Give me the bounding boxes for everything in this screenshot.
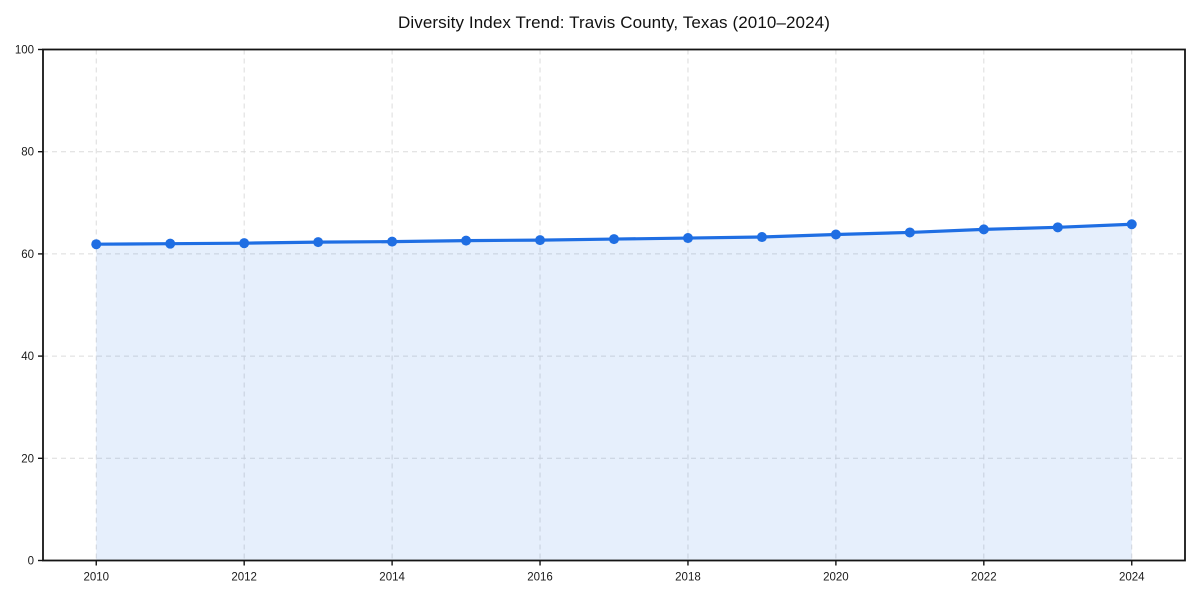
data-point <box>387 236 398 247</box>
data-point <box>1126 219 1137 230</box>
x-tick-label: 2022 <box>971 572 997 584</box>
chart-title: Diversity Index Trend: Travis County, Te… <box>398 13 830 32</box>
x-tick-label: 2012 <box>231 572 257 584</box>
y-tick-label: 0 <box>28 556 34 568</box>
x-tick-label: 2024 <box>1119 572 1145 584</box>
x-tick-label: 2014 <box>379 572 405 584</box>
data-point <box>239 238 250 249</box>
data-point <box>91 239 102 250</box>
data-point <box>978 224 989 235</box>
data-point <box>830 229 841 240</box>
data-point <box>682 233 693 244</box>
data-point <box>535 235 546 246</box>
data-point <box>165 238 176 249</box>
data-point <box>1052 222 1063 233</box>
data-point <box>461 235 472 246</box>
y-tick-label: 100 <box>15 45 34 57</box>
x-tick-label: 2018 <box>675 572 701 584</box>
data-point <box>904 227 915 238</box>
y-tick-label: 40 <box>21 351 34 363</box>
data-point <box>313 237 324 248</box>
data-point <box>609 234 619 245</box>
data-point <box>756 232 767 243</box>
x-tick-label: 2020 <box>823 572 849 584</box>
y-tick-label: 20 <box>21 453 34 465</box>
x-tick-label: 2016 <box>527 572 553 584</box>
plot-frame <box>42 48 1186 562</box>
y-tick-label: 80 <box>21 147 34 159</box>
y-tick-label: 60 <box>21 249 34 261</box>
area-fill <box>96 224 1132 561</box>
x-tick-label: 2010 <box>83 572 109 584</box>
